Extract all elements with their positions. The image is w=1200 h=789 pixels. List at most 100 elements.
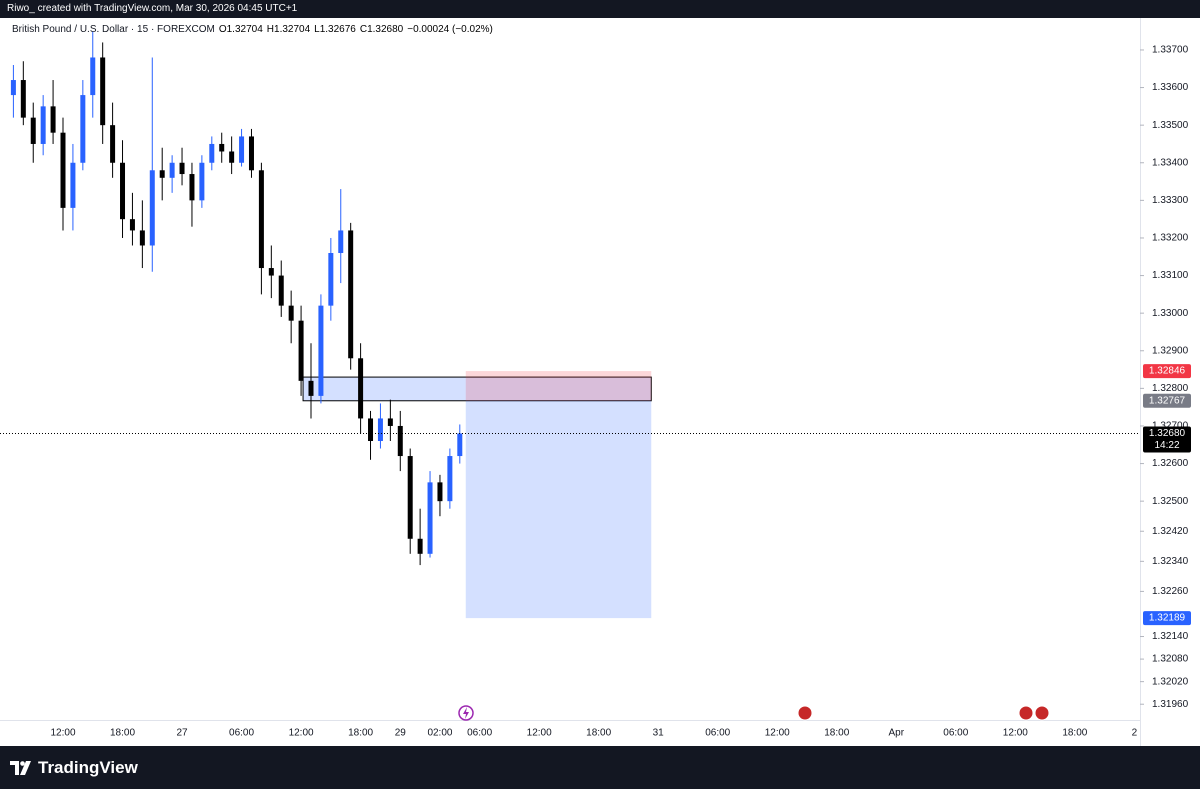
- x-tick-label: 2: [1132, 728, 1138, 739]
- ohlc-high: H1.32704: [266, 24, 311, 35]
- candle-body: [447, 456, 453, 502]
- candle-body: [268, 268, 274, 276]
- y-tick-label: 1.32600: [1152, 458, 1189, 469]
- y-tick-label: 1.32080: [1152, 654, 1189, 665]
- x-tick-label: 12:00: [1003, 728, 1028, 739]
- candle-body: [338, 230, 344, 254]
- price-marker-label: 1.32189: [1149, 613, 1186, 624]
- brand-name[interactable]: TradingView: [38, 757, 138, 777]
- price-marker-label: 1.32680: [1149, 428, 1186, 439]
- price-countdown: 14:22: [1154, 440, 1179, 451]
- x-tick-label: 27: [176, 728, 188, 739]
- x-tick-label: 18:00: [1062, 728, 1087, 739]
- y-tick-label: 1.33200: [1152, 233, 1189, 244]
- candle-body: [368, 418, 374, 442]
- candle-body: [308, 380, 314, 396]
- candle-body: [50, 106, 56, 133]
- candle-body: [457, 433, 463, 457]
- candle-body: [437, 482, 443, 502]
- candle-body: [100, 57, 106, 126]
- candle-body: [209, 143, 215, 163]
- x-tick-label: 12:00: [765, 728, 790, 739]
- ohlc-close: C1.32680: [359, 24, 404, 35]
- event-icon-bolt: [463, 707, 469, 719]
- event-flag[interactable]: [1034, 705, 1050, 721]
- y-tick-label: 1.31960: [1152, 699, 1189, 710]
- candle-body: [387, 418, 393, 426]
- price-marker-box: [1143, 426, 1191, 453]
- position-stop-area: [465, 371, 652, 401]
- legend: British Pound / U.S. Dollar · 15 · FOREX…: [12, 24, 493, 35]
- candle-body: [298, 320, 304, 381]
- candle-body: [70, 162, 76, 208]
- price-marker-box: [1143, 611, 1191, 626]
- y-tick-label: 1.32700: [1152, 421, 1189, 432]
- candle-body: [20, 80, 26, 118]
- candle-body: [90, 57, 96, 96]
- y-tick-label: 1.32140: [1152, 631, 1189, 642]
- candle-body: [248, 136, 254, 171]
- x-tick-label: 18:00: [586, 728, 611, 739]
- x-tick-label: 06:00: [705, 728, 730, 739]
- y-tick-label: 1.33000: [1152, 308, 1189, 319]
- x-tick-label: 29: [395, 728, 407, 739]
- y-tick-label: 1.33300: [1152, 195, 1189, 206]
- ohlc-open: O1.32704: [218, 24, 263, 35]
- candle-body: [60, 132, 66, 208]
- price-marker-box: [1143, 364, 1191, 379]
- candle-body: [397, 425, 403, 457]
- event-flag[interactable]: [797, 705, 813, 721]
- candle-body: [30, 117, 36, 144]
- x-tick-label: 18:00: [348, 728, 373, 739]
- candle-body: [427, 482, 433, 554]
- x-tick-label: 12:00: [50, 728, 75, 739]
- candle-body: [40, 106, 46, 144]
- credit: Riwo_ created with TradingView.com, Mar …: [7, 3, 298, 14]
- zone-box: [302, 376, 652, 402]
- candle-body: [239, 136, 245, 163]
- candle-body: [377, 418, 383, 442]
- candle-body: [80, 95, 86, 163]
- candle-body: [229, 151, 235, 163]
- y-tick-label: 1.33700: [1152, 45, 1189, 56]
- symbol: British Pound / U.S. Dollar · 15 · FOREX…: [12, 24, 215, 35]
- candle-body: [288, 305, 294, 321]
- candle-body: [129, 219, 135, 231]
- brand-logo: [10, 760, 31, 775]
- y-tick-label: 1.32900: [1152, 345, 1189, 356]
- candle-body: [358, 358, 364, 419]
- ohlc-low: L1.32676: [314, 24, 356, 35]
- candle-body: [110, 125, 116, 163]
- y-tick-label: 1.32500: [1152, 496, 1189, 507]
- y-tick-label: 1.32260: [1152, 586, 1189, 597]
- candle-body: [159, 170, 165, 178]
- y-tick-label: 1.33600: [1152, 82, 1189, 93]
- y-tick-label: 1.33400: [1152, 157, 1189, 168]
- candle-body: [10, 80, 16, 96]
- position-target-area: [465, 400, 652, 619]
- x-tick-label: 18:00: [110, 728, 135, 739]
- candle-body: [169, 162, 175, 178]
- y-tick-label: 1.33500: [1152, 120, 1189, 131]
- x-tick-label: 31: [653, 728, 665, 739]
- y-tick-label: 1.32800: [1152, 383, 1189, 394]
- event-flag[interactable]: [1018, 705, 1034, 721]
- candle-body: [328, 253, 334, 306]
- price-marker-box: [1143, 393, 1191, 408]
- price-marker-label: 1.32846: [1149, 366, 1186, 377]
- price-marker-label: 1.32767: [1149, 395, 1186, 406]
- x-tick-label: 12:00: [527, 728, 552, 739]
- y-tick-label: 1.33100: [1152, 270, 1189, 281]
- y-tick-label: 1.32420: [1152, 526, 1189, 537]
- candle-body: [318, 305, 324, 396]
- bottom-bar: TradingView: [0, 746, 1200, 789]
- event-icons: [458, 705, 1050, 721]
- candle-body: [348, 230, 354, 359]
- top-bar: Riwo_ created with TradingView.com, Mar …: [0, 0, 1200, 18]
- candle-body: [219, 143, 225, 152]
- ohlc-change: −0.00024 (−0.02%): [407, 24, 493, 35]
- y-tick-label: 1.32020: [1152, 676, 1189, 687]
- x-tick-label: 06:00: [229, 728, 254, 739]
